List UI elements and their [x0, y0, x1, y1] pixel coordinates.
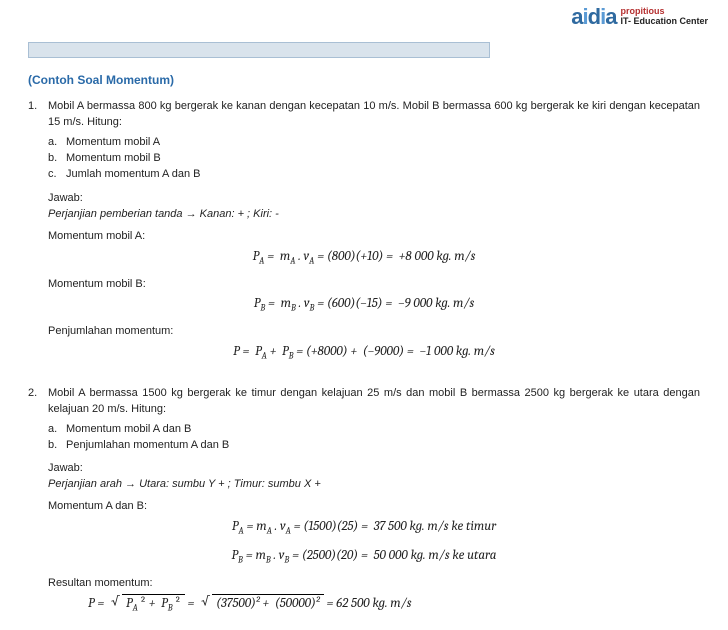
q2-eqB: PB = mB . vB = (2500)(20) = 50 000 kg. m… [28, 547, 700, 568]
q1-labelA: Momentum mobil A: [28, 229, 700, 245]
question-2: 2. Mobil A bermassa 1500 kg bergerak ke … [28, 386, 700, 418]
page-title: (Contoh Soal Momentum) [28, 72, 700, 89]
q1-text: Mobil A bermassa 800 kg bergerak ke kana… [48, 99, 700, 131]
sign-convention: Perjanjian pemberian tanda → Kanan: + ; … [48, 207, 700, 223]
q1-eqSum: P = PA + PB = (+8000) + (−9000) = −1 000… [28, 343, 700, 364]
logo-tagline: propitious IT- Education Center [620, 7, 708, 27]
question-1: 1. Mobil A bermassa 800 kg bergerak ke k… [28, 99, 700, 131]
q1-labelSum: Penjumlahan momentum: [28, 324, 700, 340]
q2-subitems: a.Momentum mobil A dan B b.Penjumlahan m… [28, 422, 700, 454]
logo: aidia [571, 4, 616, 30]
q1-subitems: a.Momentum mobil A b.Momentum mobil B c.… [28, 135, 700, 183]
answer-label: Jawab: [48, 191, 700, 207]
q2-eqA: PA = mA . vA = (1500)(25) = 37 500 kg. m… [28, 518, 700, 539]
q1-answer: Jawab: Perjanjian pemberian tanda → Kana… [28, 191, 700, 223]
header-rule [28, 42, 490, 58]
header: aidia propitious IT- Education Center [571, 4, 708, 30]
q1-labelB: Momentum mobil B: [28, 277, 700, 293]
q2-eqRes: P = PA ² + PB ² = (37500)² + (50000)² = … [88, 594, 700, 616]
answer-label: Jawab: [48, 461, 700, 477]
q2-number: 2. [28, 386, 48, 418]
q1-number: 1. [28, 99, 48, 131]
q2-answer: Jawab: Perjanjian arah → Utara: sumbu Y … [28, 461, 700, 493]
direction-convention: Perjanjian arah → Utara: sumbu Y + ; Tim… [48, 477, 700, 493]
q2-text: Mobil A bermassa 1500 kg bergerak ke tim… [48, 386, 700, 418]
q2-labelRes: Resultan momentum: [28, 576, 700, 592]
q1-eqA: PA = mA . vA = (800)(+10) = +8 000 kg. m… [28, 248, 700, 269]
q1-eqB: PB = mB . vB = (600)(−15) = −9 000 kg. m… [28, 295, 700, 316]
q2-labelAB: Momentum A dan B: [28, 499, 700, 515]
document-body: (Contoh Soal Momentum) 1. Mobil A bermas… [28, 72, 700, 616]
